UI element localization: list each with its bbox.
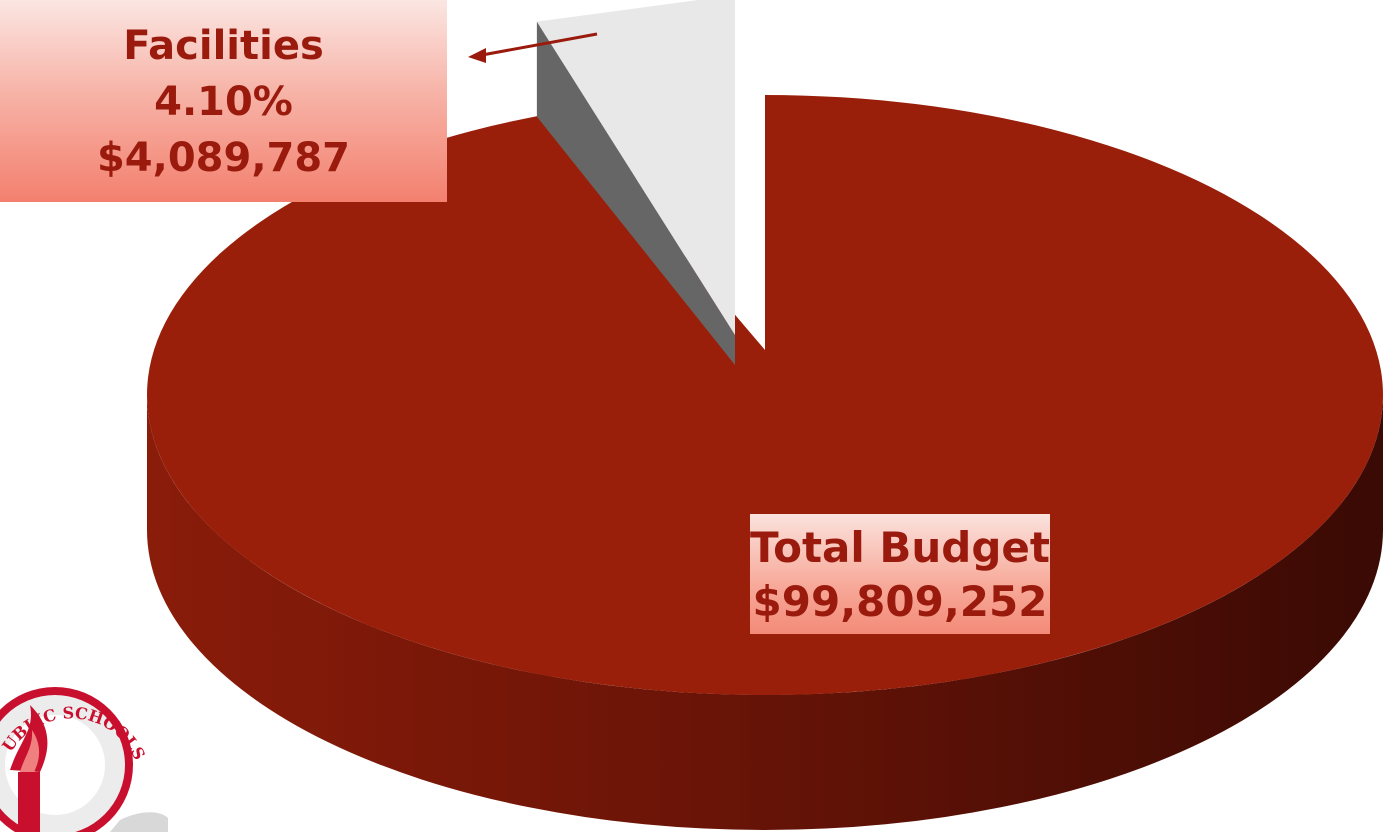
facilities-percent: 4.10%	[154, 79, 293, 125]
facilities-label-box: Facilities 4.10% $4,089,787	[0, 0, 447, 202]
pie-slice-total-budget-side	[147, 395, 1383, 830]
leader-arrow	[468, 32, 598, 63]
pie-slice-facilities	[536, 0, 735, 355]
facilities-name: Facilities	[123, 23, 324, 69]
pie-layer	[146, 0, 1383, 830]
pie-slice-total-budget	[146, 95, 1383, 695]
total-budget-amount: $99,809,252	[752, 577, 1048, 626]
pie-slice-facilities-side	[536, 21, 735, 365]
torch-flame-icon	[10, 705, 48, 832]
total-budget-name: Total Budget	[750, 523, 1050, 572]
school-seal-logo: UBLIC SCHOOLS	[0, 687, 168, 832]
total-budget-label-box: Total Budget $99,809,252	[750, 514, 1050, 634]
facilities-amount: $4,089,787	[96, 135, 351, 181]
